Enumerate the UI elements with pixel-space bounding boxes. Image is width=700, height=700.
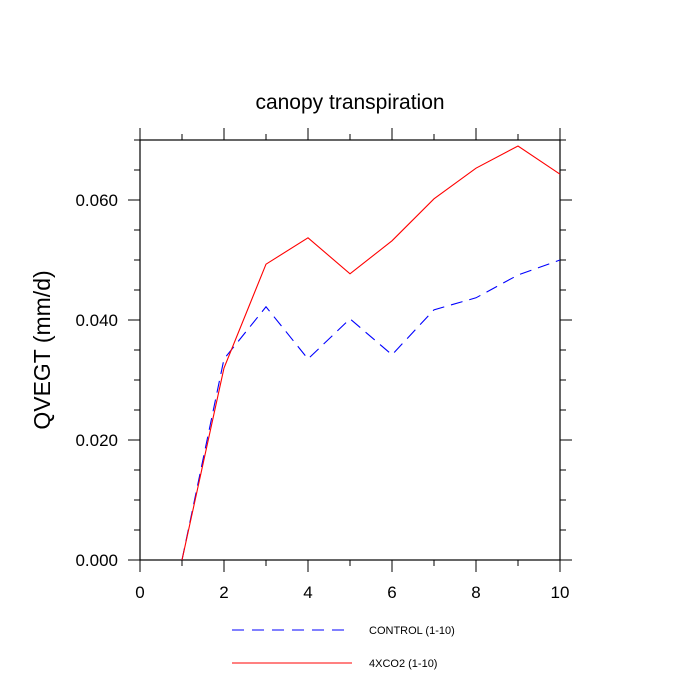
x-tick-label: 4 — [303, 583, 312, 602]
chart-title: canopy transpiration — [255, 91, 444, 114]
plot-frame — [139, 139, 561, 561]
series-line-0 — [181, 259, 561, 561]
x-tick-label: 8 — [471, 583, 480, 602]
y-axis-label: QVEGT (mm/d) — [29, 270, 55, 429]
y-tick-label: 0.040 — [75, 311, 118, 330]
x-tick-label: 0 — [135, 583, 144, 602]
y-tick-label: 0.020 — [75, 431, 118, 450]
legend-label-1: 4XCO2 (1-10) — [369, 658, 437, 670]
y-tick-label: 0.060 — [75, 191, 118, 210]
plot-area: 0 2 4 6 8 10 0.000 0.020 0.040 0.060 — [75, 128, 572, 602]
series-line-1 — [181, 145, 561, 561]
x-tick-label: 10 — [551, 583, 570, 602]
x-tick-label: 6 — [387, 583, 396, 602]
y-tick-label: 0.000 — [75, 551, 118, 570]
x-tick-label: 2 — [219, 583, 228, 602]
legend-label-0: CONTROL (1-10) — [369, 625, 455, 637]
legend: CONTROL (1-10) 4XCO2 (1-10) — [232, 625, 455, 670]
